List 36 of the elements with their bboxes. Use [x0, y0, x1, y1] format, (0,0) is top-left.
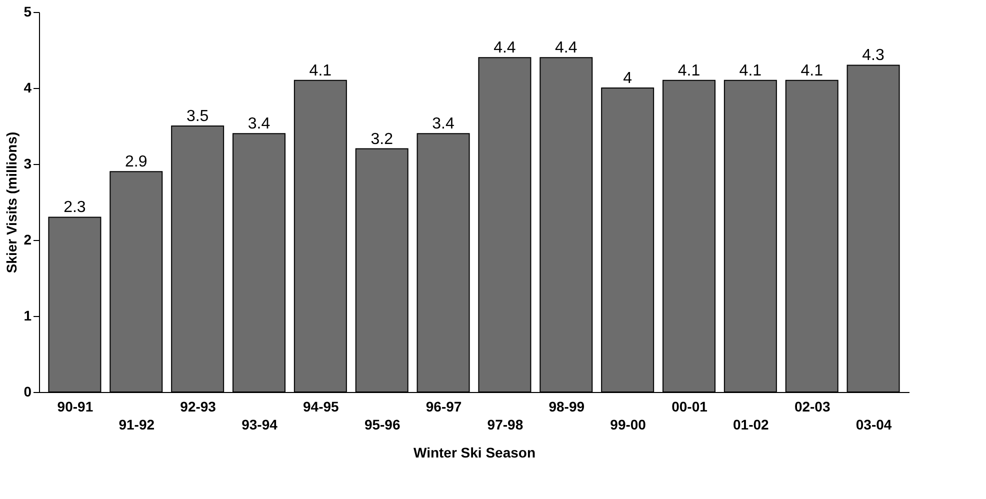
- data-label: 4.3: [862, 47, 885, 64]
- data-label: 2.3: [64, 199, 86, 216]
- data-label: 3.5: [186, 108, 209, 125]
- y-tick-label: 4: [24, 80, 32, 96]
- data-label: 4.4: [555, 40, 578, 57]
- x-tick-label: 98-99: [548, 398, 585, 414]
- data-label: 4.1: [739, 62, 762, 80]
- x-tick-label: 93-94: [242, 416, 278, 432]
- data-label: 4.1: [800, 62, 824, 80]
- x-tick-label: 99-00: [610, 416, 646, 432]
- data-label: 4.4: [494, 40, 516, 57]
- x-tick-label: 02-03: [794, 398, 830, 414]
- x-tick-label: 90-91: [57, 398, 94, 414]
- y-tick-label: 2: [24, 232, 32, 248]
- data-label: 4.1: [678, 62, 700, 80]
- y-tick-label: 5: [24, 4, 32, 20]
- x-tick-label: 97-98: [487, 416, 524, 432]
- x-tick-label: 94-95: [303, 398, 340, 414]
- x-tick-label: 01-02: [733, 416, 770, 432]
- y-tick-label: 3: [24, 156, 32, 172]
- data-label: 4.1: [309, 62, 332, 80]
- data-label: 4: [623, 70, 632, 87]
- y-axis-title: Skier Visits (millions): [4, 132, 20, 274]
- x-tick-label: 92-93: [180, 398, 216, 414]
- data-label: 3.4: [248, 116, 270, 133]
- y-tick-label: 1: [24, 308, 32, 324]
- data-label: 2.9: [125, 154, 148, 171]
- y-tick-label: 0: [24, 384, 32, 400]
- data-label: 3.2: [370, 130, 394, 148]
- x-tick-label: 00-01: [672, 398, 708, 414]
- data-label: 3.4: [432, 116, 455, 133]
- x-tick-label: 95-96: [364, 416, 400, 432]
- x-axis-title: Winter Ski Season: [413, 444, 536, 460]
- x-tick-label: 03-04: [856, 416, 892, 432]
- x-tick-label: 91-92: [118, 416, 155, 432]
- x-tick-label: 96-97: [426, 398, 462, 414]
